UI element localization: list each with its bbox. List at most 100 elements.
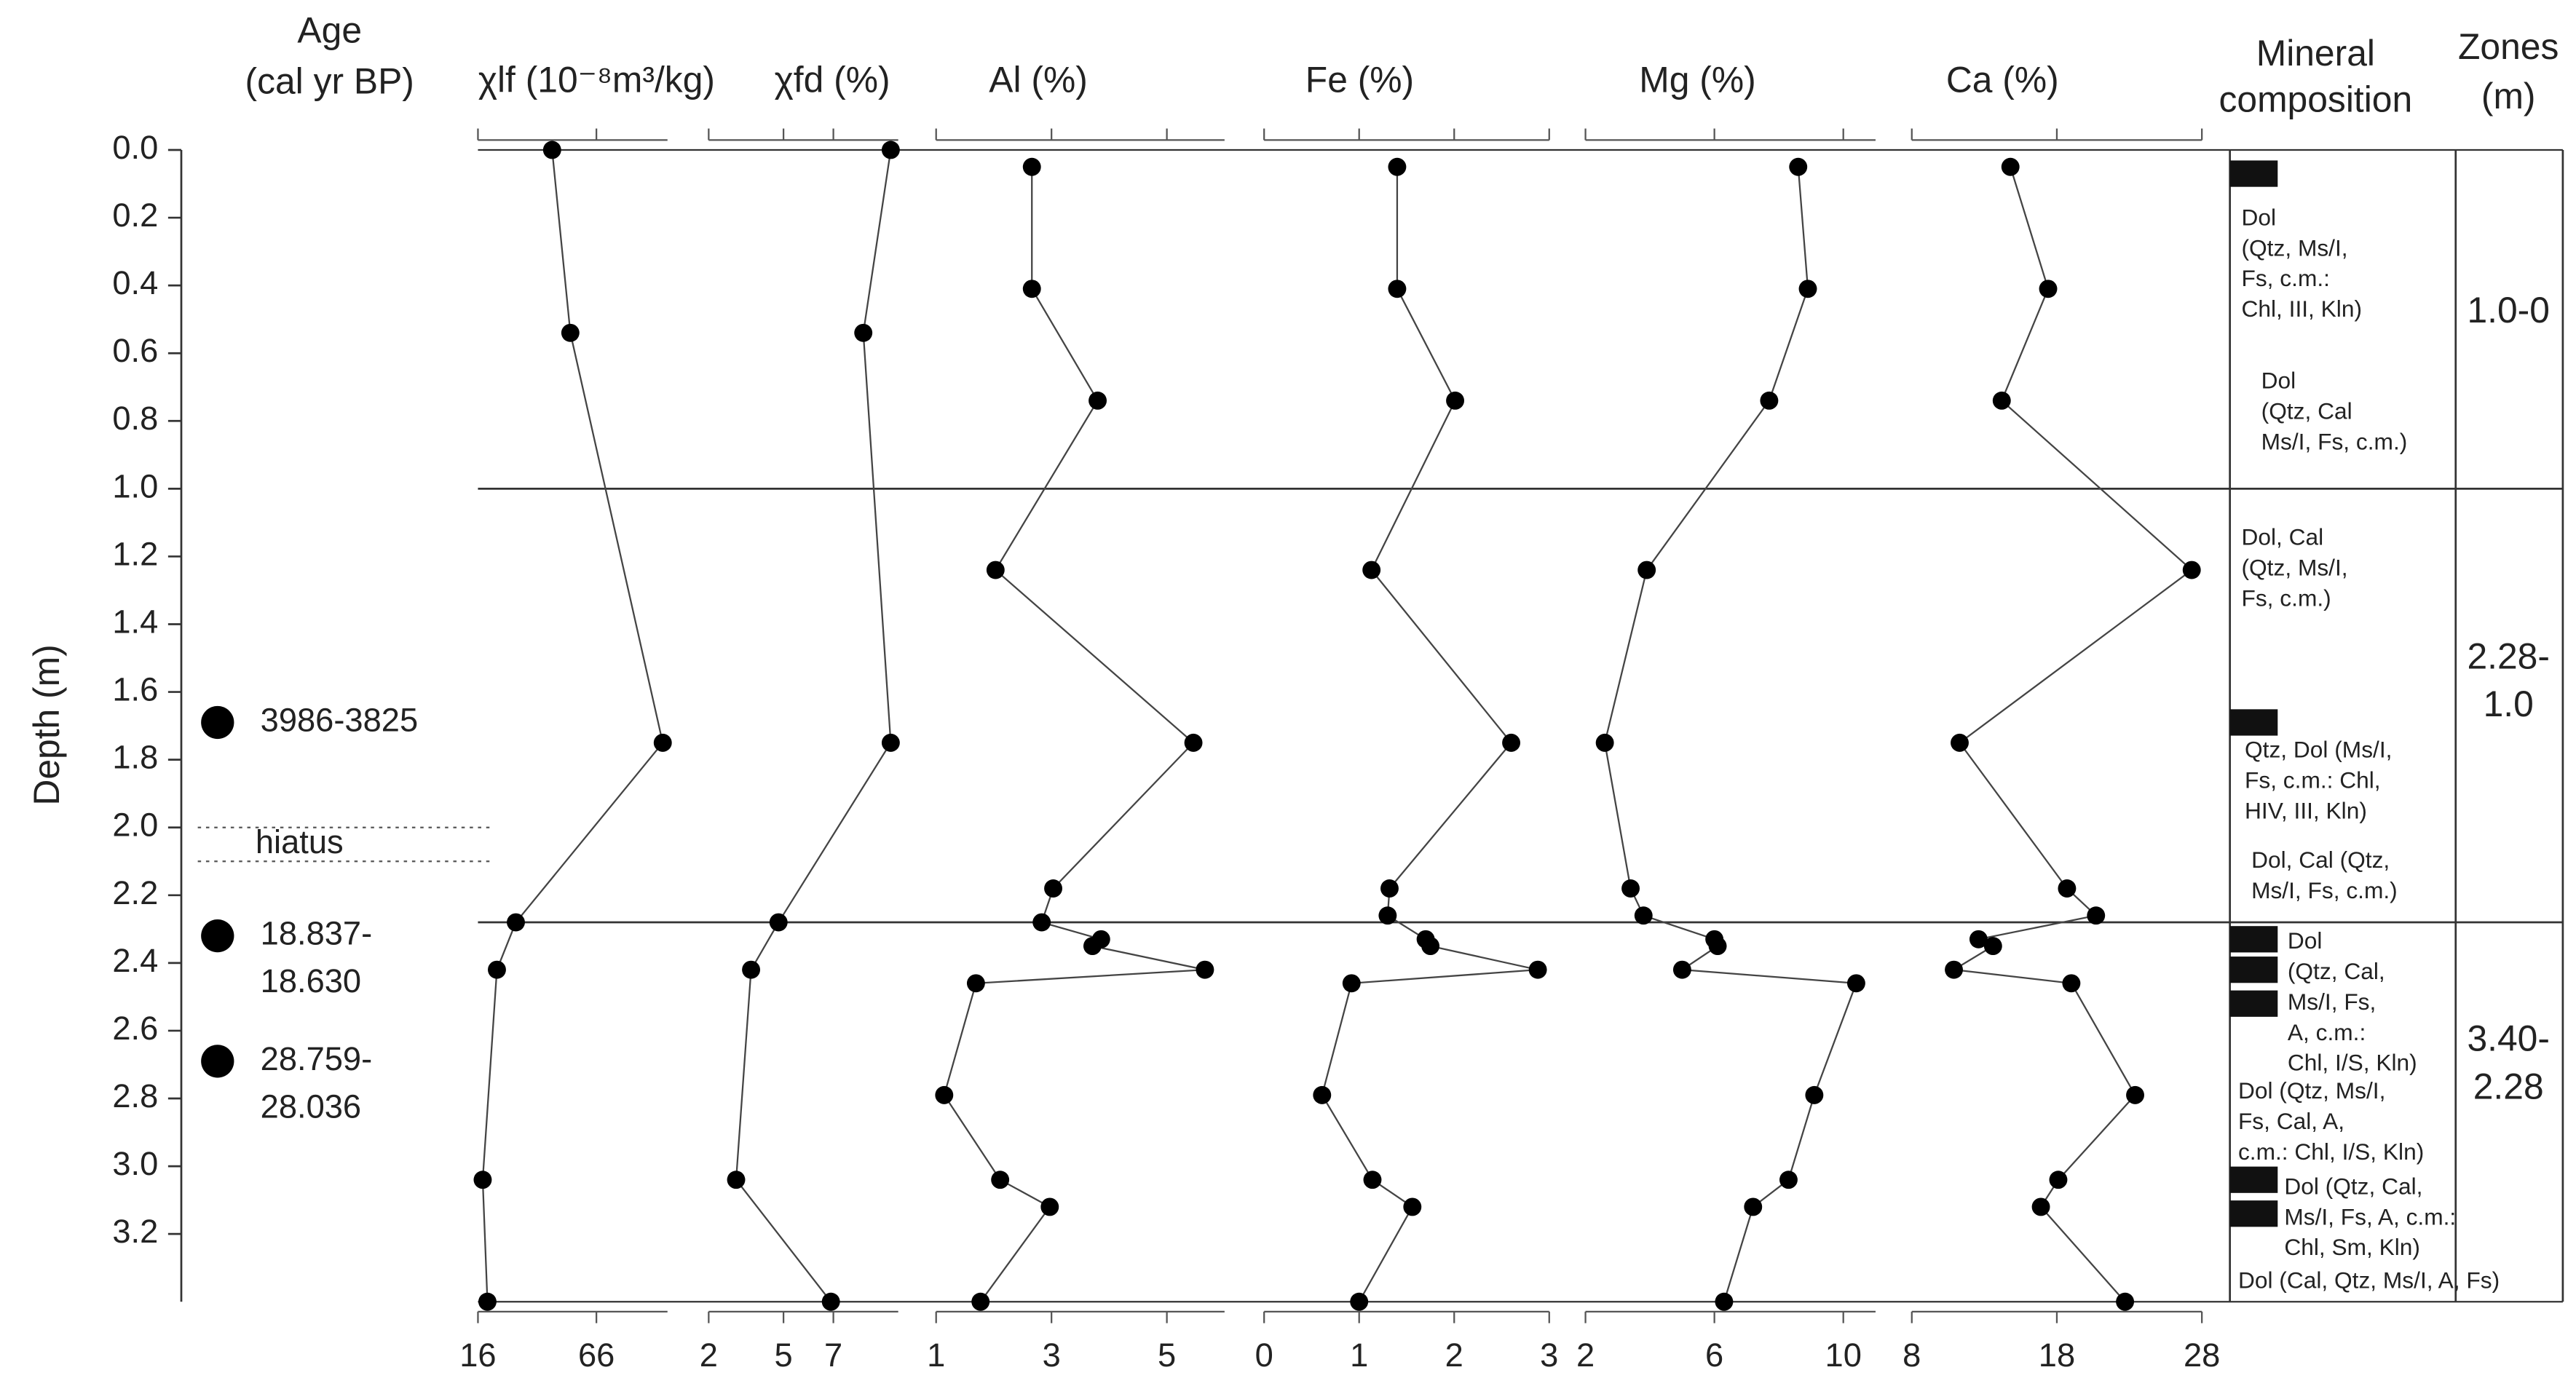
y-tick-label: 1.4 — [112, 603, 158, 640]
panel-title: χlf (10⁻⁸m³/kg) — [478, 59, 715, 100]
data-point — [1022, 280, 1041, 298]
data-point — [1805, 1085, 1824, 1104]
age-marker — [201, 705, 234, 740]
mineral-note: HIV, III, Kln) — [2245, 797, 2367, 823]
data-point — [2116, 1292, 2135, 1311]
data-point — [1945, 960, 1963, 979]
data-point — [1983, 937, 2002, 956]
y-axis-label: Depth (m) — [26, 644, 67, 805]
data-point — [821, 1292, 840, 1311]
data-point — [653, 733, 672, 752]
data-point — [1403, 1197, 1422, 1216]
sample-bar — [2229, 709, 2278, 736]
zone-label: 3.40- — [2467, 1018, 2549, 1059]
mineral-note: Fs, c.m.: Chl, — [2245, 767, 2381, 793]
x-tick-label: 6 — [1705, 1336, 1723, 1374]
age-label: 3986-3825 — [261, 701, 418, 738]
data-point — [1846, 974, 1865, 993]
mineral-note: Ms/I, Fs, c.m.) — [2261, 428, 2408, 454]
data-point — [727, 1171, 746, 1189]
sample-bar — [2229, 1200, 2278, 1227]
x-tick-label: 3 — [1540, 1336, 1558, 1374]
panel-title: χfd (%) — [775, 59, 890, 100]
data-point — [1388, 280, 1407, 298]
data-point — [1032, 913, 1051, 932]
mineral-note: (Qtz, Ms/I, — [2241, 554, 2347, 580]
data-point — [488, 960, 506, 979]
data-point — [2126, 1085, 2144, 1104]
data-point — [1789, 157, 1808, 176]
zones-header: Zones — [2458, 26, 2559, 67]
data-point — [1672, 960, 1691, 979]
data-point — [1715, 1292, 1734, 1311]
mineral-note: Ms/I, Fs, A, c.m.: — [2284, 1203, 2456, 1229]
data-point — [1342, 974, 1361, 993]
data-point — [1502, 733, 1521, 752]
data-point — [2087, 906, 2106, 925]
mineral-note: (Qtz, Cal — [2261, 397, 2352, 424]
mineral-note: Chl, III, Kln) — [2241, 296, 2362, 322]
mineral-note: Dol — [2261, 368, 2296, 394]
data-point — [2001, 157, 2020, 176]
data-point — [561, 323, 580, 342]
data-point — [986, 561, 1005, 579]
data-point — [966, 974, 985, 993]
age-label: 28.036 — [261, 1088, 361, 1125]
x-tick-label: 2 — [1445, 1336, 1463, 1374]
data-point — [1595, 733, 1614, 752]
zone-label: 1.0 — [2484, 684, 2534, 724]
mineral-note: (Qtz, Ms/I, — [2241, 234, 2347, 261]
data-point — [1621, 879, 1640, 898]
sample-bar — [2229, 1166, 2278, 1193]
mineral-note: Qtz, Dol (Ms/I, — [2245, 737, 2392, 763]
x-tick-label: 5 — [1158, 1336, 1176, 1374]
mineral-note: Ms/I, Fs, c.m.) — [2251, 877, 2398, 903]
panel-title: Mg (%) — [1639, 59, 1755, 100]
y-tick-label: 0.6 — [112, 332, 158, 369]
data-point — [1378, 906, 1397, 925]
data-point — [1951, 733, 1969, 752]
data-point — [1528, 960, 1547, 979]
mineral-note: Dol, Cal (Qtz, — [2251, 847, 2390, 873]
zone-label: 2.28 — [2473, 1066, 2544, 1106]
mineral-note: Chl, I/S, Kln) — [2288, 1050, 2417, 1076]
data-point — [2031, 1197, 2050, 1216]
mineral-note: c.m.: Chl, I/S, Kln) — [2238, 1138, 2424, 1165]
data-point — [2058, 879, 2077, 898]
data-point — [1350, 1292, 1369, 1311]
sample-bar — [2229, 926, 2278, 953]
data-point — [1969, 930, 1988, 949]
x-tick-label: 10 — [1825, 1336, 1862, 1374]
y-tick-label: 3.0 — [112, 1145, 158, 1182]
data-point — [1744, 1197, 1763, 1216]
data-point — [1196, 960, 1214, 979]
data-point — [1992, 391, 2011, 410]
age-label: 18.837- — [261, 915, 373, 952]
mineral-note: Fs, c.m.: — [2241, 265, 2329, 291]
data-point — [1313, 1085, 1332, 1104]
data-point — [881, 733, 900, 752]
panel-title: Ca (%) — [1946, 59, 2059, 100]
data-point — [473, 1171, 492, 1189]
data-point — [935, 1085, 954, 1104]
data-point — [1388, 157, 1407, 176]
panel-title: Al (%) — [989, 59, 1088, 100]
x-tick-label: 0 — [1255, 1336, 1273, 1374]
mineral-note: Dol (Qtz, Cal, — [2284, 1173, 2422, 1199]
data-point — [1760, 391, 1779, 410]
y-tick-label: 2.0 — [112, 807, 158, 844]
x-tick-label: 16 — [459, 1336, 496, 1374]
data-point — [742, 960, 761, 979]
mineral-note: (Qtz, Cal, — [2288, 958, 2385, 984]
data-point — [1446, 391, 1465, 410]
data-point — [1779, 1171, 1798, 1189]
data-point — [1637, 561, 1656, 579]
zone-label: 1.0-0 — [2467, 290, 2549, 330]
x-tick-label: 8 — [1903, 1336, 1921, 1374]
data-point — [1421, 937, 1440, 956]
age-label: 18.630 — [261, 962, 361, 999]
y-tick-label: 1.8 — [112, 739, 158, 776]
